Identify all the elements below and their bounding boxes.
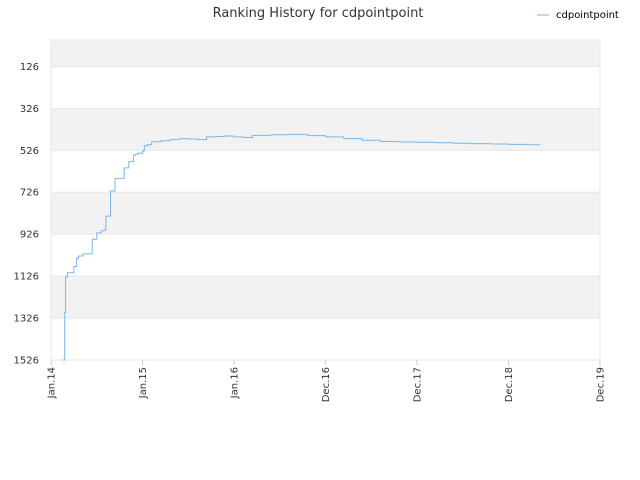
plot-band [51,276,600,319]
y-tick-label: 126 [20,62,39,73]
y-tick-label: 1326 [14,314,39,325]
y-tick-label: 526 [20,146,39,157]
x-tick-label: Jan.16 [230,367,241,399]
x-tick-label: Dec.17 [413,367,424,402]
x-tick-label: Jan.15 [138,367,149,399]
x-tick-label: Dec.18 [504,367,515,402]
y-tick-label: 726 [20,188,39,199]
y-tick-label: 926 [20,230,39,241]
x-tick-label: Dec.16 [321,367,332,402]
y-tick-label: 1526 [14,356,39,367]
plot-background [51,40,600,360]
series-group [62,133,541,361]
x-axis: Jan.14 Jan.15 Jan.16 Dec.16 Dec.17 Dec.18 Dec.… [47,360,607,402]
chart-legend[interactable]: cdpointpoint [537,10,619,21]
x-tick-label: Jan.14 [47,367,58,399]
plot-band [51,40,600,67]
series-line [62,133,541,361]
y-tick-label: 326 [20,104,39,115]
plot-band [51,192,600,235]
x-tick-label: Dec.19 [596,367,607,402]
plot-band [51,108,600,151]
plot-band [51,150,600,193]
chart-title: Ranking History for cdpointpoint [213,6,424,21]
plot-band [51,234,600,277]
legend-series-label: cdpointpoint [556,10,619,21]
y-axis: 126 326 526 726 926 1126 1326 1526 [14,62,39,367]
y-tick-label: 1126 [14,272,39,283]
plot-band [51,318,600,360]
grid-lines [50,39,601,361]
plot-band [51,66,600,109]
